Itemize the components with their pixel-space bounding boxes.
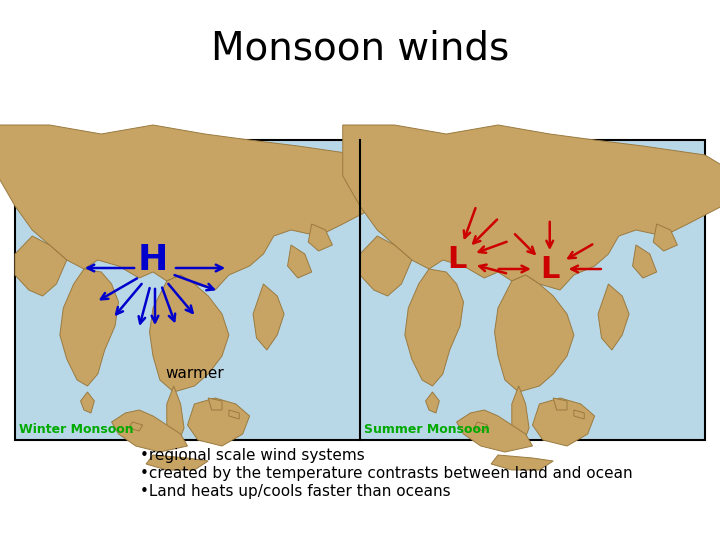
- Polygon shape: [146, 455, 208, 470]
- Polygon shape: [0, 125, 395, 290]
- Polygon shape: [633, 245, 657, 278]
- Polygon shape: [187, 398, 250, 446]
- Text: Winter Monsoon: Winter Monsoon: [19, 423, 134, 436]
- Polygon shape: [287, 245, 312, 278]
- Polygon shape: [495, 275, 574, 392]
- Polygon shape: [343, 125, 720, 290]
- Polygon shape: [167, 386, 184, 446]
- Polygon shape: [653, 224, 678, 251]
- Text: L: L: [447, 246, 467, 274]
- Text: •Land heats up/cools faster than oceans: •Land heats up/cools faster than oceans: [140, 484, 451, 499]
- Polygon shape: [150, 275, 229, 392]
- Text: Monsoon winds: Monsoon winds: [211, 30, 509, 68]
- Polygon shape: [60, 269, 119, 386]
- Polygon shape: [112, 410, 187, 452]
- Text: Summer Monsoon: Summer Monsoon: [364, 423, 490, 436]
- Polygon shape: [512, 386, 529, 446]
- Polygon shape: [474, 422, 487, 431]
- Text: H: H: [138, 243, 168, 277]
- Text: L: L: [540, 254, 559, 284]
- Polygon shape: [405, 269, 464, 386]
- Polygon shape: [360, 236, 412, 296]
- Polygon shape: [533, 398, 595, 446]
- Text: •created by the temperature contrasts between land and ocean: •created by the temperature contrasts be…: [140, 466, 633, 481]
- Polygon shape: [308, 224, 333, 251]
- Polygon shape: [229, 410, 239, 419]
- Polygon shape: [574, 410, 584, 419]
- Polygon shape: [129, 422, 143, 431]
- Polygon shape: [426, 392, 439, 413]
- Polygon shape: [456, 410, 533, 452]
- Polygon shape: [491, 455, 553, 470]
- Polygon shape: [15, 236, 67, 296]
- Text: warmer: warmer: [165, 367, 224, 381]
- Polygon shape: [81, 392, 94, 413]
- Bar: [15, 140, 705, 440]
- Polygon shape: [253, 284, 284, 350]
- Text: •regional scale wind systems: •regional scale wind systems: [140, 448, 365, 463]
- Polygon shape: [208, 398, 222, 410]
- Polygon shape: [553, 398, 567, 410]
- Polygon shape: [598, 284, 629, 350]
